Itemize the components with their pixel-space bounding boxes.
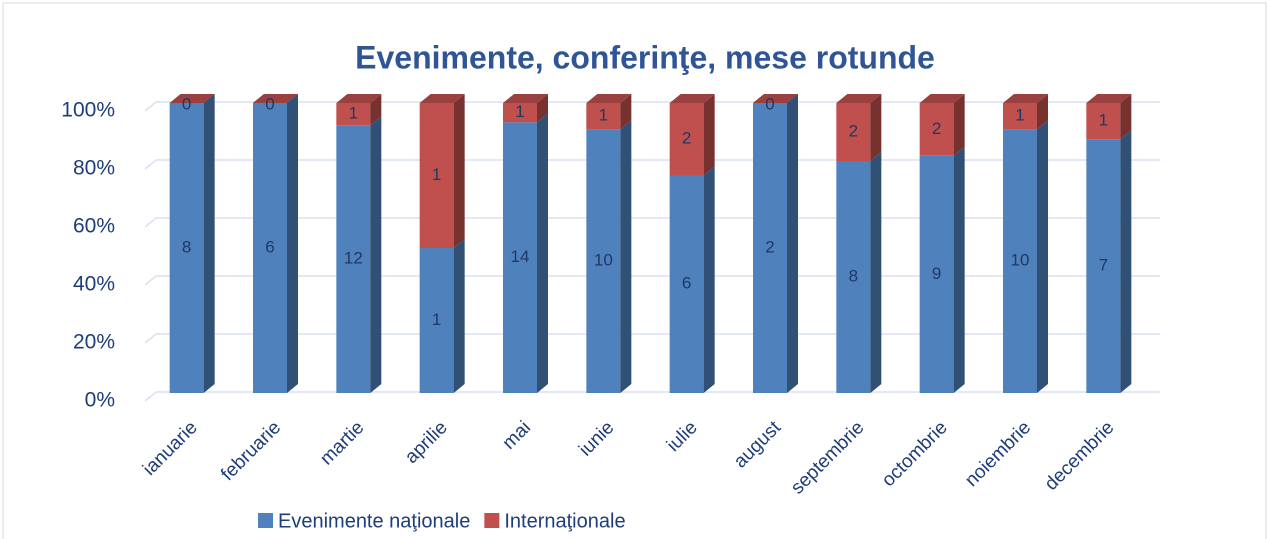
- data-label: 2: [682, 129, 691, 148]
- bar-top: [419, 94, 465, 103]
- bar-side: [703, 94, 715, 176]
- data-label: 10: [1011, 251, 1030, 270]
- data-label: 7: [1099, 256, 1108, 275]
- bar: [1003, 103, 1037, 130]
- bar-side: [287, 94, 298, 393]
- data-label: 6: [682, 274, 691, 293]
- grid-line: [144, 275, 1160, 286]
- bar: [669, 175, 704, 393]
- bar: [503, 103, 537, 123]
- data-label: 12: [344, 249, 363, 268]
- bar: [169, 103, 204, 393]
- bar-side: [1120, 94, 1132, 140]
- bar: [1003, 129, 1037, 393]
- grid-line: [144, 101, 1160, 112]
- data-label: 1: [515, 102, 524, 121]
- bar-side: [620, 120, 632, 393]
- bar: [253, 103, 287, 393]
- bar-top: [836, 94, 882, 103]
- bar: [586, 129, 621, 393]
- bar-top: [169, 94, 215, 103]
- grid-line: [144, 217, 1160, 228]
- grid-line: [144, 159, 1160, 170]
- data-label: 2: [765, 237, 774, 256]
- y-tick-label: 80%: [73, 157, 115, 180]
- bar-top: [253, 94, 298, 103]
- bar-side: [953, 146, 965, 393]
- legend-swatch: [484, 513, 500, 528]
- bar-side: [537, 113, 548, 393]
- grid-line: [144, 333, 1160, 344]
- data-label: 1: [1099, 111, 1108, 130]
- data-label: 0: [765, 94, 774, 113]
- bar-side: [370, 116, 382, 394]
- bar: [919, 155, 954, 393]
- bar: [836, 103, 871, 161]
- bar-side: [1120, 130, 1132, 393]
- bar-side: [453, 239, 465, 393]
- bar: [336, 103, 371, 126]
- bar: [1086, 139, 1121, 393]
- data-label: 8: [182, 237, 191, 256]
- data-label: 10: [594, 251, 613, 270]
- bar-top: [586, 94, 632, 103]
- data-label: 1: [349, 104, 358, 123]
- data-label: 2: [849, 121, 858, 140]
- bar-side: [537, 94, 548, 123]
- bar-side: [1037, 120, 1048, 393]
- bar: [753, 103, 787, 393]
- bar: [419, 103, 454, 248]
- bar: [586, 103, 621, 130]
- bar-top: [336, 94, 382, 103]
- y-tick-label: 100%: [61, 99, 115, 122]
- chart-title: Evenimente, conferinţe, mese rotunde: [355, 39, 935, 75]
- data-label: 9: [932, 264, 941, 283]
- bar: [1086, 103, 1121, 140]
- bar-side: [453, 94, 465, 248]
- data-label: 1: [432, 310, 441, 329]
- data-label: 8: [849, 266, 858, 285]
- bar-side: [870, 94, 882, 161]
- bar-side: [370, 94, 382, 126]
- data-label: 2: [932, 119, 941, 138]
- bar-side: [787, 94, 798, 393]
- y-tick-label: 20%: [73, 331, 115, 354]
- bar: [336, 125, 371, 394]
- data-label: 0: [182, 94, 191, 113]
- bar-top: [919, 94, 965, 103]
- bar-side: [1037, 94, 1048, 130]
- bar-top: [669, 94, 715, 103]
- data-label: 6: [265, 237, 274, 256]
- y-tick-label: 40%: [73, 273, 115, 296]
- bar-top: [753, 94, 798, 103]
- legend-swatch: [258, 513, 273, 528]
- bar-top: [503, 94, 548, 103]
- data-label: 1: [1015, 106, 1024, 125]
- bar-top: [1003, 94, 1048, 103]
- bar: [836, 161, 871, 393]
- data-label: 0: [265, 94, 274, 113]
- data-label: 1: [432, 165, 441, 184]
- bar-side: [203, 94, 215, 393]
- grid-line: [144, 391, 1160, 402]
- legend-label: Internaţionale: [504, 510, 625, 532]
- bar-side: [703, 166, 715, 393]
- bar: [919, 103, 954, 156]
- legend-label: Evenimente naţionale: [278, 510, 470, 532]
- bar: [419, 248, 454, 393]
- bar: [503, 122, 537, 393]
- y-tick-label: 60%: [73, 215, 115, 238]
- y-tick-label: 0%: [85, 389, 115, 412]
- bar-side: [870, 152, 882, 393]
- data-label: 1: [599, 106, 608, 125]
- bar-side: [953, 94, 965, 156]
- bar: [669, 103, 704, 176]
- data-label: 14: [511, 247, 530, 266]
- bar-side: [620, 94, 632, 130]
- bar-top: [1086, 94, 1132, 103]
